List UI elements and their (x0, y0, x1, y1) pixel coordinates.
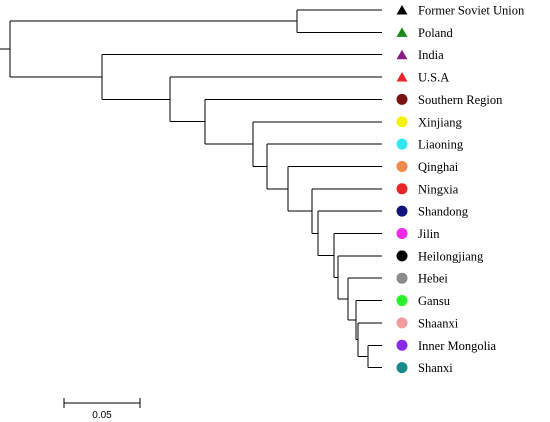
leaf-label: Jilin (418, 227, 440, 241)
scale-bar-label: 0.05 (92, 410, 112, 421)
circle-marker-icon (396, 160, 408, 172)
circle-marker-icon (396, 93, 408, 105)
leaf-label: Liaoning (418, 138, 464, 152)
leaf-label: India (418, 48, 444, 62)
leaf-label: Ningxia (418, 182, 459, 196)
leaf-label: Shandong (418, 205, 469, 219)
circle-marker-icon (396, 317, 408, 329)
leaf-label: Gansu (418, 294, 451, 308)
leaf-label: Heilongjiang (418, 249, 484, 263)
leaf-label: Qinghai (418, 160, 459, 174)
leaf-label: Former Soviet Union (418, 4, 525, 18)
leaf-label: Shaanxi (418, 316, 459, 330)
leaf-label: Xinjiang (418, 115, 462, 129)
leaf-label: Poland (418, 26, 453, 40)
circle-marker-icon (396, 272, 408, 284)
circle-marker-icon (396, 183, 408, 195)
scale-bar: 0.05 (63, 398, 141, 421)
triangle-marker-icon (396, 27, 408, 37)
leaf-label: U.S.A (418, 71, 449, 85)
triangle-marker-icon (396, 49, 408, 60)
circle-marker-icon (396, 205, 408, 217)
circle-marker-icon (396, 295, 408, 307)
circle-marker-icon (396, 228, 408, 239)
tree-leaves: Former Soviet Union Poland India U.S.A South… (396, 4, 525, 375)
leaf-label: Hebei (418, 272, 448, 286)
leaf-label: Shanxi (418, 361, 453, 375)
tree-branches (0, 9, 382, 369)
circle-marker-icon (396, 250, 408, 262)
leaf-label: Southern Region (418, 93, 503, 107)
circle-marker-icon (396, 339, 408, 351)
circle-marker-icon (396, 362, 408, 374)
leaf-label: Inner Mongolia (418, 339, 497, 353)
circle-marker-icon (396, 138, 408, 150)
circle-marker-icon (396, 116, 408, 128)
triangle-marker-icon (396, 72, 408, 82)
triangle-marker-icon (396, 5, 408, 15)
